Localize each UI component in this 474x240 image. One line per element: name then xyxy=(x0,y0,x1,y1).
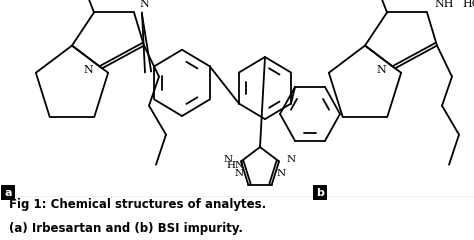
Text: b: b xyxy=(316,188,324,198)
Text: N: N xyxy=(286,155,295,164)
Text: N: N xyxy=(83,66,93,75)
Text: N: N xyxy=(277,169,286,178)
Text: N: N xyxy=(224,155,233,164)
Text: N: N xyxy=(234,169,243,178)
Text: N: N xyxy=(139,0,149,9)
Text: Fig 1: Chemical structures of analytes.: Fig 1: Chemical structures of analytes. xyxy=(9,198,267,211)
Text: a: a xyxy=(4,188,12,198)
Text: HC1: HC1 xyxy=(462,0,474,9)
Text: N: N xyxy=(376,66,386,75)
Text: NH: NH xyxy=(434,0,454,9)
Text: HN: HN xyxy=(226,161,244,170)
Text: (a) Irbesartan and (b) BSI impurity.: (a) Irbesartan and (b) BSI impurity. xyxy=(9,222,244,235)
